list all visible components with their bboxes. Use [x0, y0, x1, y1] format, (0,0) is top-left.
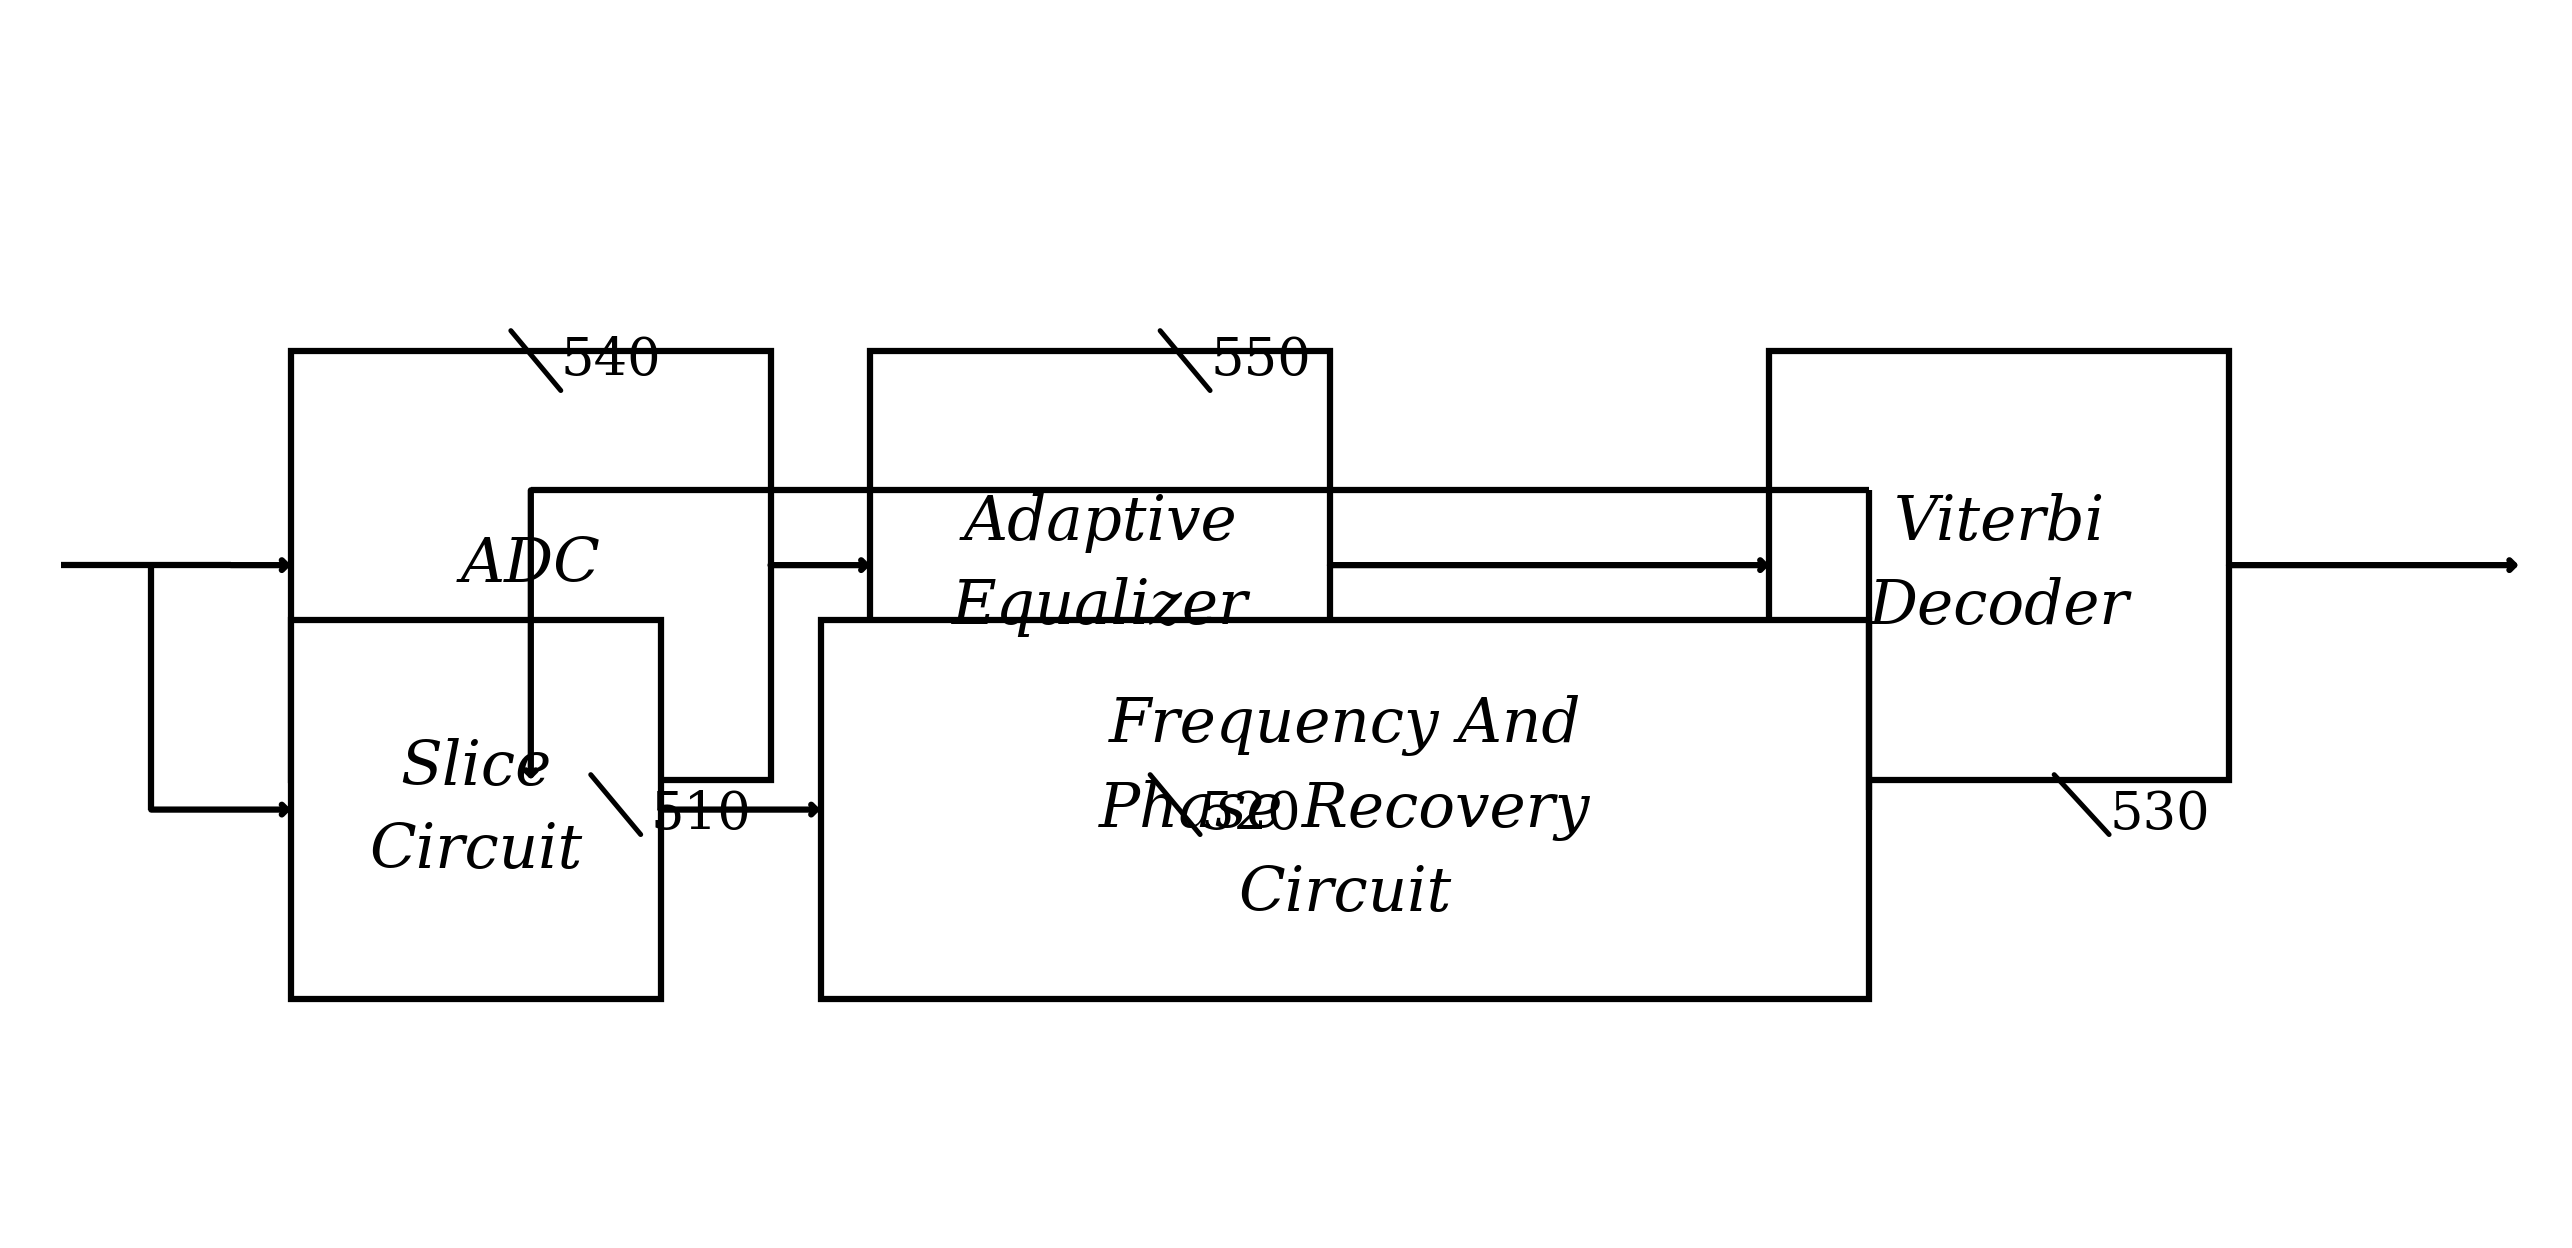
Bar — [820, 620, 1870, 1000]
Text: Viterbi
Decoder: Viterbi Decoder — [1870, 493, 2130, 636]
Text: 520: 520 — [1201, 789, 1301, 840]
Text: Frequency And
Phase Recovery
Circuit: Frequency And Phase Recovery Circuit — [1098, 695, 1589, 924]
Text: Adaptive
Equalizer: Adaptive Equalizer — [952, 493, 1247, 636]
Text: ADC: ADC — [460, 535, 602, 595]
Bar — [291, 620, 661, 1000]
Bar — [1770, 351, 2230, 780]
Bar — [869, 351, 1330, 780]
Text: Slice
Circuit: Slice Circuit — [370, 738, 581, 881]
Text: 540: 540 — [561, 334, 661, 386]
Text: 510: 510 — [651, 789, 751, 840]
Text: 550: 550 — [1209, 334, 1312, 386]
Bar — [291, 351, 772, 780]
Text: 530: 530 — [2109, 789, 2209, 840]
